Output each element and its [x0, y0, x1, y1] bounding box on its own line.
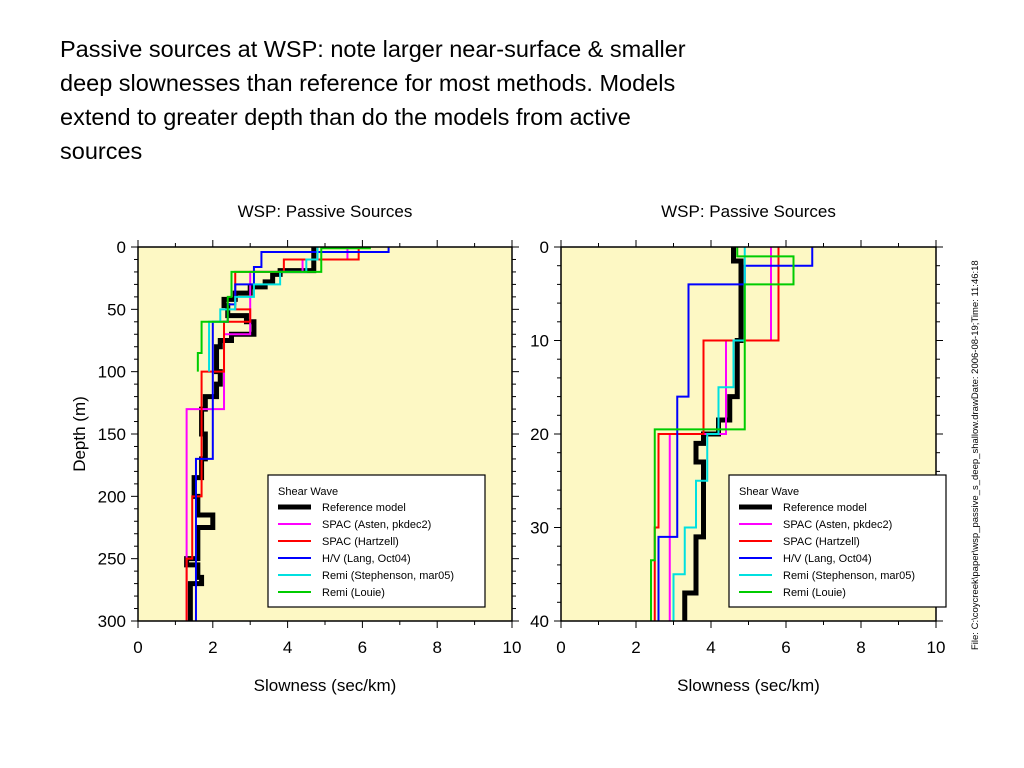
legend-label: Reference model — [783, 502, 867, 514]
legend-label: H/V (Lang, Oct04) — [322, 553, 411, 565]
y-tick-label: 250 — [98, 550, 126, 569]
series-line-4 — [194, 247, 390, 621]
x-tick-label: 4 — [283, 638, 292, 657]
x-tick-label: 2 — [631, 638, 640, 657]
y-tick-label: 200 — [98, 487, 126, 506]
x-tick-label: 0 — [133, 638, 142, 657]
legend-label: SPAC (Asten, pkdec2) — [322, 519, 431, 531]
y-tick-label: 40 — [530, 612, 549, 631]
x-tick-label: 0 — [556, 638, 565, 657]
y-tick-label: 30 — [530, 519, 549, 538]
y-tick-label: 300 — [98, 612, 126, 631]
x-tick-label: 8 — [856, 638, 865, 657]
title-line: sources — [60, 138, 143, 164]
y-axis-label: Depth (m) — [70, 396, 89, 472]
y-tick-label: 10 — [530, 332, 549, 351]
x-tick-label: 10 — [503, 638, 522, 657]
series-line-6 — [196, 247, 371, 372]
legend-title: Shear Wave — [739, 486, 799, 498]
series-line-4 — [657, 247, 814, 621]
chart-title: WSP: Passive Sources — [661, 202, 836, 221]
legend-label: Remi (Stephenson, mar05) — [783, 570, 915, 582]
series-line-3 — [185, 247, 360, 621]
legend-label: Reference model — [322, 502, 406, 514]
y-tick-label: 0 — [117, 238, 126, 257]
y-tick-label: 0 — [540, 238, 549, 257]
series-line-5 — [672, 247, 746, 621]
legend-label: SPAC (Hartzell) — [783, 536, 860, 548]
x-axis-label: Slowness (sec/km) — [254, 676, 397, 695]
legend-label: Remi (Stephenson, mar05) — [322, 570, 454, 582]
legend-label: H/V (Lang, Oct04) — [783, 553, 872, 565]
legend-label: Remi (Louie) — [322, 587, 385, 599]
title-line: deep slownesses than reference for most … — [60, 70, 676, 96]
y-tick-label: 150 — [98, 425, 126, 444]
series-line-5 — [208, 247, 319, 372]
slide-title: Passive sources at WSP: note larger near… — [60, 32, 820, 168]
x-tick-label: 6 — [358, 638, 367, 657]
file-info: File: C:\coycreek\paper\wsp_passive_s_de… — [970, 260, 981, 650]
legend-label: Remi (Louie) — [783, 587, 846, 599]
chart-title: WSP: Passive Sources — [238, 202, 413, 221]
legend: Shear Wave Reference model SPAC (Asten, pk… — [267, 474, 486, 608]
title-line: extend to greater depth than do the mode… — [60, 104, 631, 130]
x-axis-label: Slowness (sec/km) — [677, 676, 820, 695]
chart-panel-2: 0 2 4 6 8 10 0 10 20 30 40 WSP: Passive Sources Slow… — [530, 202, 947, 695]
legend: Shear Wave Reference model SPAC (Asten, pk… — [728, 474, 947, 608]
x-tick-label: 8 — [432, 638, 441, 657]
y-tick-label: 50 — [107, 300, 126, 319]
x-tick-label: 2 — [208, 638, 217, 657]
legend-label: SPAC (Hartzell) — [322, 536, 399, 548]
y-tick-label: 100 — [98, 363, 126, 382]
title-line: Passive sources at WSP: note larger near… — [60, 36, 686, 62]
legend-title: Shear Wave — [278, 486, 338, 498]
x-tick-label: 4 — [706, 638, 715, 657]
legend-label: SPAC (Asten, pkdec2) — [783, 519, 892, 531]
x-tick-label: 6 — [781, 638, 790, 657]
x-tick-label: 10 — [927, 638, 946, 657]
y-tick-label: 20 — [530, 425, 549, 444]
series-line-6 — [650, 247, 795, 621]
